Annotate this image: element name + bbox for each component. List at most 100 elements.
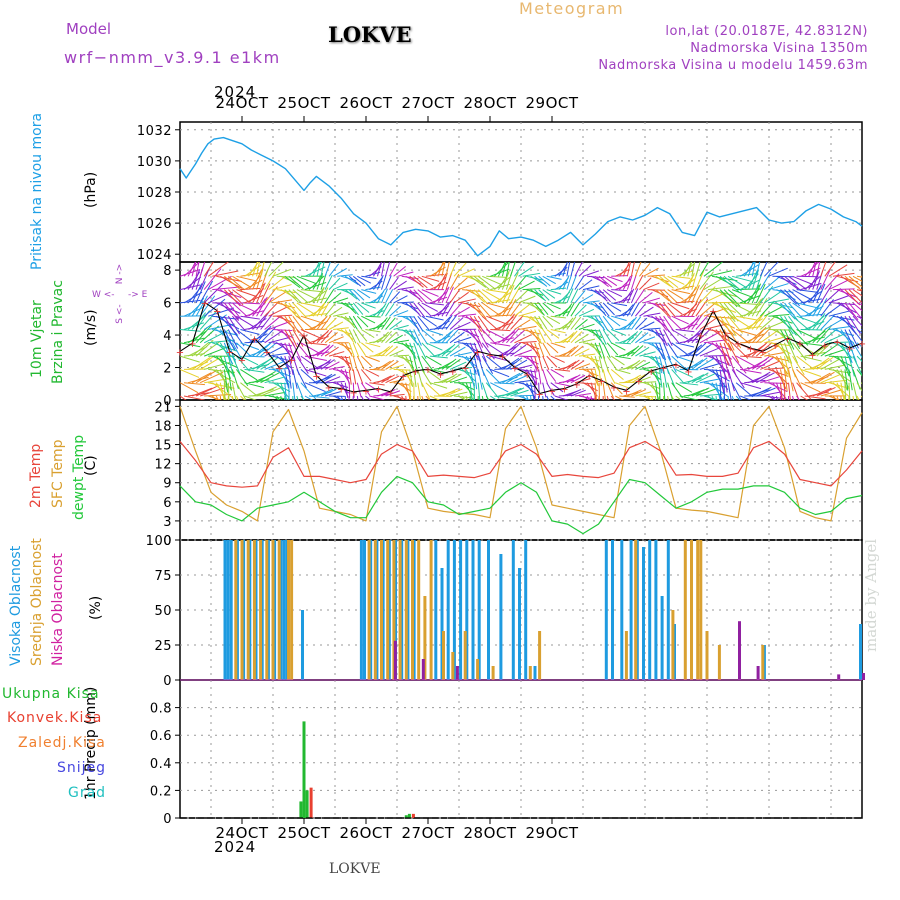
wind-barb	[796, 329, 817, 340]
wind-barb	[719, 382, 722, 400]
cloud-bar	[369, 540, 373, 680]
wind-barb	[828, 264, 848, 277]
wind-barb	[755, 283, 766, 304]
wind-barb	[449, 376, 468, 384]
wind-barb	[615, 382, 631, 389]
wind-barb	[606, 302, 622, 312]
wind-barb	[320, 315, 332, 330]
wind-barb	[630, 288, 639, 304]
wind-barbs	[180, 262, 862, 400]
wind-barb	[284, 315, 297, 332]
wind-barb	[300, 355, 320, 370]
wind-barb	[272, 395, 280, 400]
wind-barb	[840, 382, 845, 400]
wind-barb	[208, 339, 236, 344]
wind-barb	[622, 262, 630, 277]
wind-barb	[602, 315, 614, 330]
cloud-bar	[465, 540, 469, 680]
wind-barb	[506, 387, 525, 397]
wind-barb	[236, 302, 255, 312]
cloud-bar	[654, 540, 658, 680]
wind-barb	[510, 374, 529, 384]
wind-barb	[312, 262, 320, 277]
wind-barb	[554, 382, 570, 387]
wind-barb	[280, 289, 298, 300]
wind-barb	[707, 329, 733, 335]
wind-barb	[631, 389, 647, 397]
wind-barb	[635, 361, 651, 370]
wind-barb	[227, 302, 242, 320]
wind-barb	[473, 302, 487, 320]
wind-barb	[453, 306, 470, 317]
wind-barb	[675, 355, 694, 363]
precip-bar	[309, 787, 313, 818]
cloud-bar	[761, 645, 765, 680]
wind-marker: +	[498, 352, 506, 363]
wind-barb	[602, 382, 606, 400]
wind-barb	[324, 346, 339, 357]
wind-barb	[361, 275, 377, 279]
wind-marker: +	[201, 299, 209, 310]
wind-barb	[719, 329, 732, 352]
wind-barb	[389, 262, 398, 277]
wind-barb	[852, 315, 862, 327]
wind-barb	[506, 342, 522, 357]
wind-barb	[356, 329, 368, 342]
wind-barb	[389, 393, 405, 397]
wind-barb	[530, 342, 540, 358]
wind-barb	[445, 358, 461, 370]
wind-barb	[228, 289, 244, 306]
wind-barb	[538, 275, 551, 287]
y-tick-label: 8	[163, 264, 172, 279]
precip-bar	[407, 813, 411, 818]
wind-barb	[506, 357, 523, 370]
wind-barb	[441, 286, 450, 304]
cloud-bar	[476, 659, 480, 680]
wind-barb	[711, 395, 715, 400]
wind-barb	[643, 282, 660, 291]
wind-barb	[385, 346, 398, 357]
wind-barb	[232, 275, 251, 288]
wind-barb	[538, 342, 545, 358]
wind-barb	[389, 379, 405, 384]
wind-barb	[256, 262, 260, 277]
wind-barb	[582, 270, 600, 277]
wind-barb	[401, 369, 413, 383]
wind-barb	[598, 315, 609, 331]
wind-barb	[860, 382, 862, 384]
wind-marker: +	[263, 347, 271, 358]
wind-barb	[385, 375, 400, 384]
wind-barb	[780, 315, 794, 335]
wind-barb	[739, 279, 760, 291]
wind-barb	[268, 337, 289, 344]
wind-barb	[566, 374, 581, 384]
wind-barb	[836, 395, 839, 400]
wind-barb	[207, 262, 229, 277]
wind-barb	[719, 302, 736, 323]
wind-barb	[377, 288, 386, 304]
wind-barb	[764, 336, 785, 344]
wind-barb	[779, 355, 788, 378]
wind-barb	[518, 265, 534, 277]
wind-barb	[469, 302, 484, 318]
wind-barb	[747, 328, 765, 344]
wind-marker: +	[845, 344, 853, 355]
wind-barb	[304, 382, 326, 393]
wind-barb	[231, 355, 241, 375]
wind-barb	[755, 327, 771, 344]
wind-barb	[324, 332, 338, 344]
wind-barb	[352, 369, 357, 385]
wind-barb	[473, 369, 478, 390]
wind-marker: +	[721, 331, 729, 342]
cloud-bar	[398, 540, 402, 680]
wind-barb	[357, 289, 371, 299]
wind-barb	[598, 275, 613, 288]
wind-barb	[397, 301, 414, 304]
wind-marker: +	[213, 307, 221, 318]
wind-barb	[574, 275, 585, 290]
wind-barb	[397, 395, 404, 400]
wind-barb	[256, 296, 268, 317]
wind-barb	[840, 329, 854, 348]
wind-barb	[393, 266, 406, 277]
wind-barb	[655, 342, 665, 360]
